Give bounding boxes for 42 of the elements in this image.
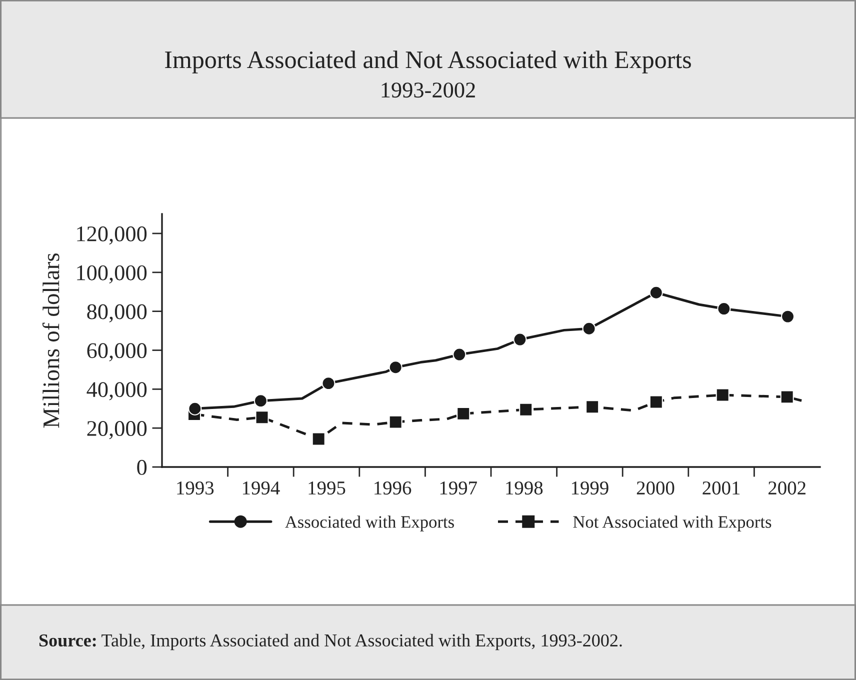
point: [780, 310, 795, 324]
point: [322, 376, 336, 390]
point: [780, 390, 794, 404]
x-tick-label: 1999: [572, 482, 608, 495]
point: [452, 348, 466, 362]
y-axis-title: Millions of dollars: [42, 253, 60, 428]
point: [519, 402, 533, 416]
point: [388, 415, 402, 429]
x-tick-label: 1993: [177, 482, 214, 495]
x-tick-label: 1995: [308, 482, 346, 495]
x-tick-label: 2002: [768, 481, 806, 495]
x-tick-label: 1998: [506, 481, 543, 495]
point: [388, 360, 402, 374]
point: [716, 388, 730, 402]
y-tick-label: 0: [137, 460, 147, 475]
point: [254, 394, 268, 408]
chart-subtitle: 1993-2002: [382, 82, 475, 98]
point: [188, 402, 202, 416]
y-tick-label: 20,000: [87, 421, 147, 440]
point: [649, 286, 663, 300]
y-tick-label: 40,000: [86, 382, 147, 400]
x-tick-label: 1997: [440, 482, 477, 495]
source-note: Source: Table, Imports Associated and Not Associated with Exports, 1993-2002.: [39, 634, 622, 650]
x-tick-label: 2001: [702, 481, 740, 495]
y-tick-label: 100,000: [77, 265, 147, 284]
point: [586, 400, 600, 414]
x-tick-label: 2000: [636, 481, 674, 495]
legend-label: Associated with Exports: [285, 516, 454, 532]
point: [513, 332, 527, 346]
point: [255, 410, 269, 424]
legend-label: Not Associated with Exports: [573, 516, 772, 532]
chart-title: Imports Associated and Not Associated with Exports: [165, 50, 691, 74]
x-tick-label: 1996: [374, 482, 412, 495]
point: [717, 302, 731, 316]
x-tick-label: 1994: [242, 482, 280, 495]
y-tick-label: 60,000: [87, 343, 147, 362]
y-tick-label: 120,000: [77, 226, 147, 245]
point: [312, 432, 326, 446]
point: [456, 406, 470, 420]
y-tick-label: 80,000: [87, 304, 147, 322]
point: [649, 395, 663, 409]
point: [582, 322, 596, 336]
